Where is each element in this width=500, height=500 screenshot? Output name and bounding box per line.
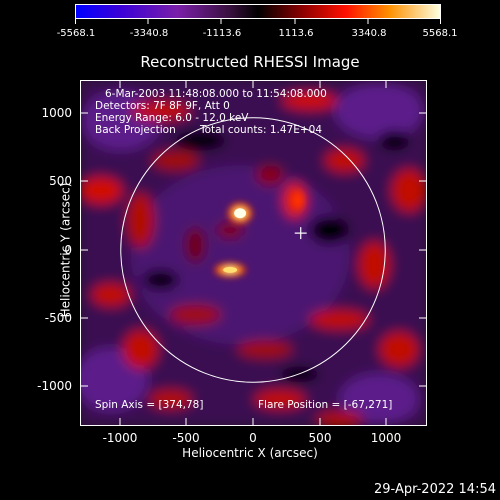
- y-axis-label: Heliocentric Y (arcsec): [58, 182, 73, 318]
- y-tick-label: -1000: [37, 379, 72, 393]
- colorbar-tick-label: -3340.8: [129, 28, 169, 39]
- x-tick-label: -500: [172, 431, 200, 445]
- solar-limb: [120, 117, 386, 383]
- x-tick-label: 0: [249, 431, 257, 445]
- render-date: 29-Apr-2022 14:54: [374, 482, 496, 497]
- x-tick-label: -1000: [102, 431, 138, 445]
- x-tick-label: 500: [308, 431, 332, 445]
- colorbar-ticks: [75, 19, 441, 24]
- y-tick-label: 500: [49, 174, 72, 188]
- axis-ticks: [80, 80, 427, 426]
- colorbar-tick-label: 5568.1: [422, 28, 458, 39]
- x-axis-label: Heliocentric X (arcsec): [182, 446, 318, 460]
- colorbar-tick-label: -5568.1: [56, 28, 96, 39]
- y-tick-label: -500: [44, 311, 72, 325]
- method-label: Back Projection: [95, 124, 176, 136]
- colorbar-tick-label: 3340.8: [351, 28, 387, 39]
- time-range: 6-Mar-2003 11:48:08.000 to 11:54:08.000: [105, 88, 327, 100]
- x-tick-label: 1000: [370, 431, 402, 445]
- energy-range: Energy Range: 6.0 - 12.0 keV: [95, 112, 249, 124]
- detectors-info: Detectors: 7F 8F 9F, Att 0: [95, 100, 230, 112]
- colorbar-tick-label: 1113.6: [278, 28, 314, 39]
- colorbar-tick-label: -1113.6: [202, 28, 242, 39]
- colorbar: [75, 4, 441, 19]
- spin-axis: Spin Axis = [374,78]: [95, 399, 204, 411]
- y-tick-label: 1000: [41, 106, 72, 120]
- image-title: Reconstructed RHESSI Image: [140, 53, 360, 71]
- rhessi-image: [80, 80, 427, 426]
- y-tick-label: 0: [64, 243, 72, 257]
- total-counts: Total counts: 1.47E+04: [200, 124, 323, 136]
- flare-position: Flare Position = [-67,271]: [258, 399, 393, 411]
